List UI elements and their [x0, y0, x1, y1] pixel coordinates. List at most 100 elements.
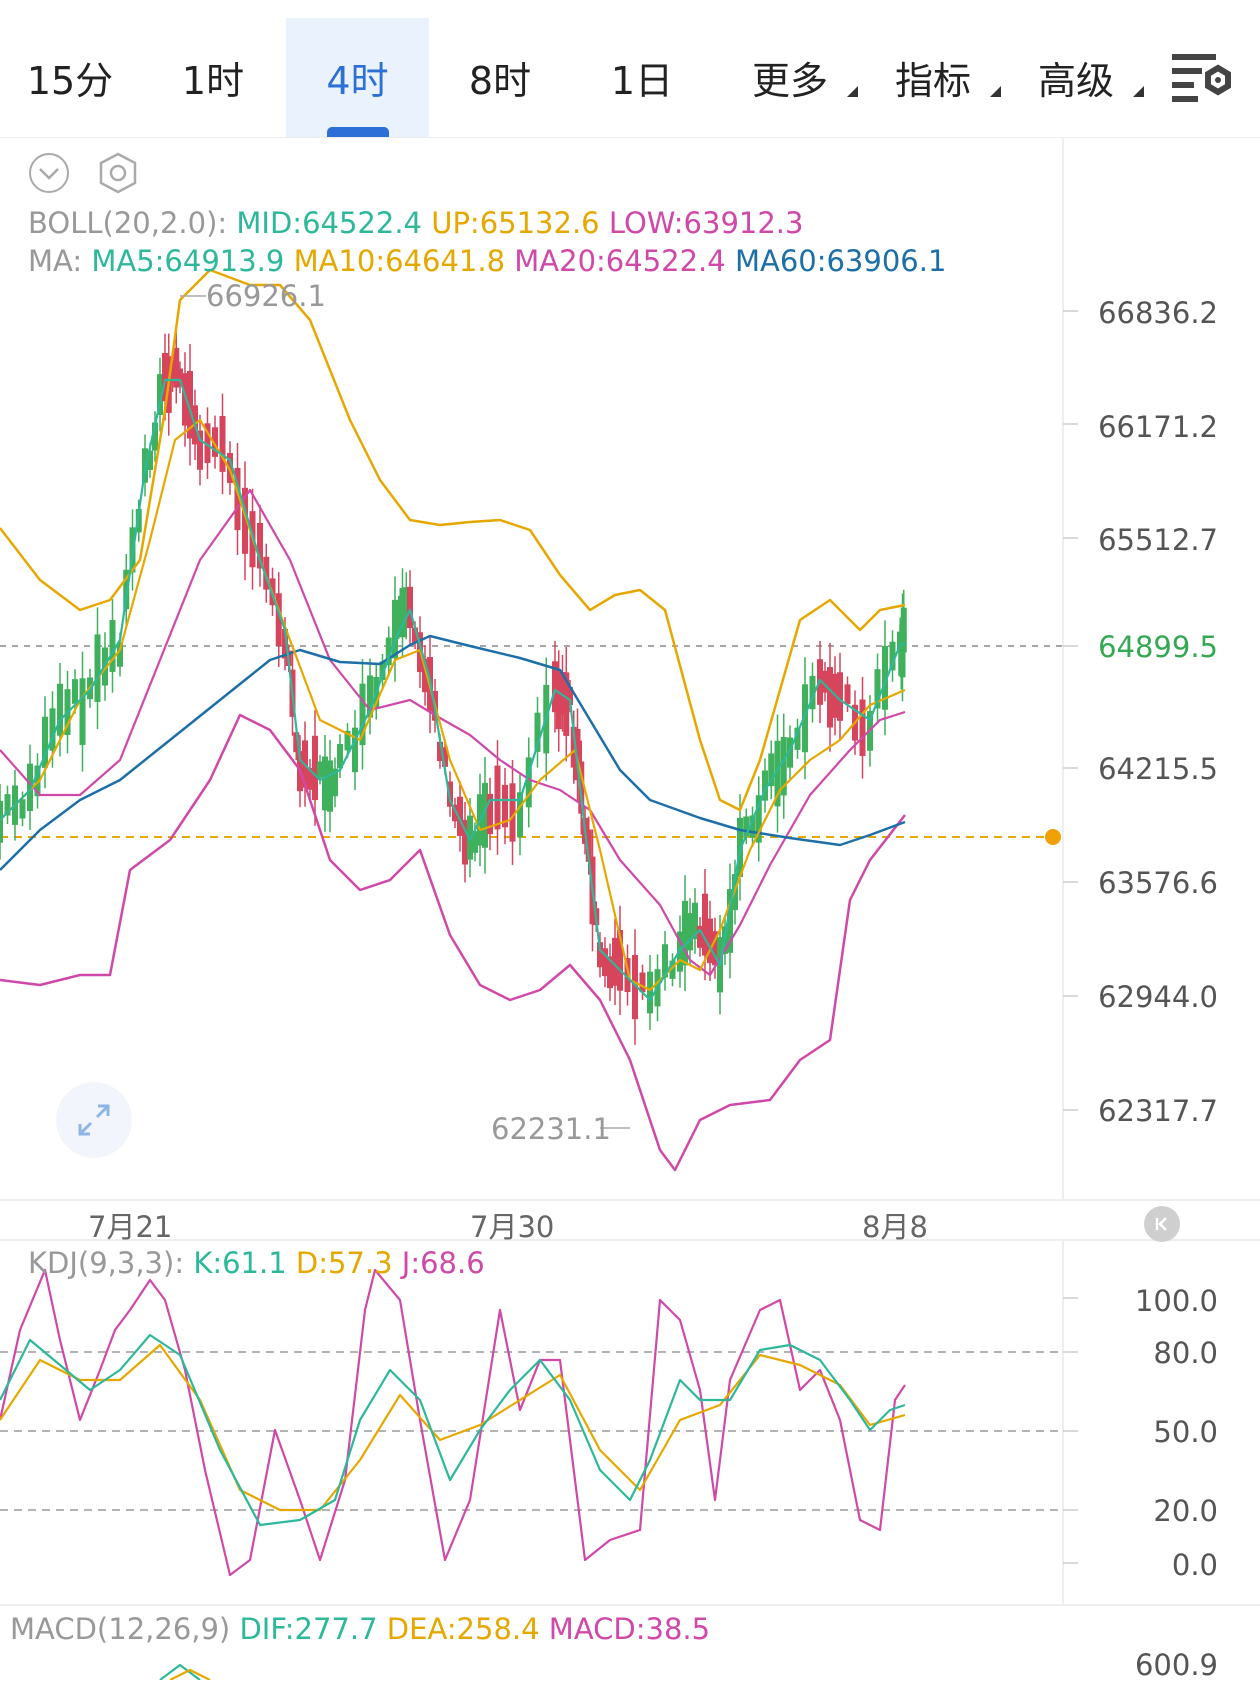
macd-dif-value: DIF:277.7 — [239, 1612, 378, 1646]
expand-icon — [78, 1104, 110, 1136]
candle-body — [762, 770, 768, 801]
candle-body — [617, 930, 623, 991]
macd-dea-line — [169, 1668, 211, 1680]
indicator-settings-icon[interactable] — [96, 152, 140, 198]
tab-4h[interactable]: 4时 — [286, 18, 429, 137]
tab-indicators-dropdown[interactable]: 指标 — [881, 18, 1001, 137]
candle-body — [889, 641, 896, 671]
tab-1d[interactable]: 1日 — [572, 18, 712, 137]
candle-body — [525, 757, 532, 808]
candle-body — [607, 956, 613, 989]
collapse-indicators-icon[interactable] — [28, 152, 70, 198]
candle-body — [49, 708, 56, 751]
kdj-axis-label: 50.0 — [1153, 1415, 1218, 1449]
candle-body — [570, 726, 577, 768]
candle-body — [727, 889, 733, 953]
low-marker-label: 62231.1 — [491, 1112, 611, 1146]
candle-body — [234, 467, 241, 531]
candle-body — [19, 799, 26, 819]
candle-body — [585, 829, 592, 862]
candle-body — [197, 430, 203, 470]
candle-body — [147, 450, 153, 470]
candle-body — [437, 741, 443, 762]
candle-body — [135, 508, 142, 533]
candle-body — [204, 423, 211, 464]
candle-body — [682, 900, 688, 966]
candle-body — [385, 637, 392, 666]
price-axis-label: 66171.2 — [1098, 410, 1218, 444]
skip-latest-icon — [1155, 1217, 1167, 1231]
candle-body — [874, 669, 881, 709]
ma-prefix: MA: — [28, 244, 83, 278]
candle-body — [399, 587, 406, 638]
candle-body — [567, 687, 573, 705]
candle-body — [612, 937, 618, 986]
candle-body — [639, 972, 646, 993]
candle-body — [774, 740, 781, 807]
price-axis-label: 65512.7 — [1098, 523, 1218, 557]
scroll-to-latest-button[interactable] — [1144, 1206, 1180, 1242]
candle-body — [844, 684, 851, 705]
candle-body — [555, 672, 562, 730]
chart-settings-icon[interactable] — [1168, 50, 1238, 106]
kdj-k-value: K:61.1 — [193, 1246, 287, 1280]
candle-body — [4, 794, 11, 816]
candle-body — [494, 765, 501, 830]
candle-body — [337, 743, 343, 769]
tab-1h[interactable]: 1时 — [142, 18, 284, 137]
candle-body — [787, 737, 793, 768]
dropdown-triangle-icon — [990, 86, 1001, 97]
candle-body — [257, 522, 263, 569]
candle-body — [379, 661, 386, 680]
kdj-j-line — [0, 1268, 906, 1577]
candle-body — [72, 679, 78, 704]
kdj-j-value: J:68.6 — [401, 1246, 485, 1280]
price-axis-label: 64215.5 — [1098, 752, 1218, 786]
ma20-value: MA20:64522.4 — [514, 244, 726, 278]
active-tab-indicator — [326, 127, 389, 137]
candle-body — [282, 628, 288, 659]
candle-body — [882, 645, 888, 710]
price-axis-label: 66836.2 — [1098, 296, 1218, 330]
kdj-d-line — [0, 1343, 906, 1512]
tab-advanced-dropdown[interactable]: 高级 — [1024, 18, 1144, 137]
kdj-legend: KDJ(9,3,3): K:61.1 D:57.3 J:68.6 — [28, 1246, 485, 1280]
high-marker-label: 66926.1 — [206, 279, 326, 313]
ma10-line — [0, 418, 906, 992]
candle-body — [109, 619, 116, 672]
candle-body — [462, 819, 468, 865]
candlesticks — [0, 331, 907, 1045]
tab-8h[interactable]: 8时 — [430, 18, 570, 137]
candle-body — [42, 716, 48, 768]
candle-body — [487, 793, 493, 835]
candle-body — [412, 627, 418, 643]
kdj-axis-label: 100.0 — [1134, 1284, 1218, 1318]
candle-body — [552, 661, 558, 713]
candle-body — [312, 735, 318, 801]
kdj-axis-label: 20.0 — [1153, 1494, 1218, 1528]
candle-body — [367, 675, 373, 718]
timeframe-tab-bar: 15分 1时 4时 8时 1日 更多 指标 高级 — [0, 0, 1260, 138]
fullscreen-button[interactable] — [56, 1082, 132, 1158]
candle-body — [687, 913, 693, 951]
candle-body — [442, 747, 448, 767]
candle-body — [152, 422, 158, 451]
macd-dea-value: DEA:258.4 — [386, 1612, 540, 1646]
price-axis-label: 62944.0 — [1098, 980, 1218, 1014]
candle-body — [452, 804, 458, 822]
candle-body — [307, 767, 313, 790]
candle-body — [182, 373, 188, 426]
tab-15min[interactable]: 15分 — [0, 18, 140, 137]
candle-body — [94, 634, 101, 702]
candle-body — [34, 765, 41, 797]
boll-legend: BOLL(20,2.0): MID:64522.4 UP:65132.6 LOW… — [28, 206, 803, 240]
boll-lower-line — [0, 713, 906, 1172]
candle-body — [173, 347, 180, 388]
tab-more-dropdown[interactable]: 更多 — [738, 18, 858, 137]
candle-body — [344, 730, 351, 751]
candle-body — [403, 587, 410, 625]
date-axis-label: 7月30 — [470, 1210, 555, 1244]
candle-body — [157, 374, 163, 416]
boll-upper-line — [0, 268, 906, 812]
